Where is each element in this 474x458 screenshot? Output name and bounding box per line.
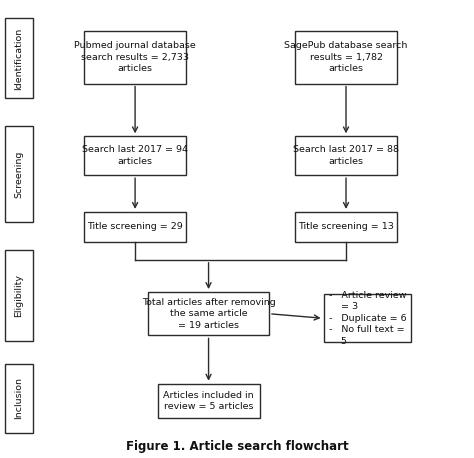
Text: Search last 2017 = 88
articles: Search last 2017 = 88 articles [293, 146, 399, 166]
Bar [5, 364, 33, 433]
Text: Eligibility: Eligibility [15, 274, 23, 317]
Text: Identification: Identification [15, 27, 23, 89]
Bar [295, 31, 397, 83]
Bar [84, 136, 186, 175]
Bar [84, 31, 186, 83]
Bar [5, 126, 33, 222]
Text: Articles included in
review = 5 articles: Articles included in review = 5 articles [163, 391, 254, 411]
Bar [295, 136, 397, 175]
Text: Pubmed journal database
search results = 2,733
articles: Pubmed journal database search results =… [74, 41, 196, 73]
Text: Title screening = 29: Title screening = 29 [87, 222, 183, 231]
Text: Title screening = 13: Title screening = 13 [298, 222, 394, 231]
Text: Search last 2017 = 94
articles: Search last 2017 = 94 articles [82, 146, 188, 166]
Text: Screening: Screening [15, 150, 23, 198]
Text: Total articles after removing
the same article
= 19 articles: Total articles after removing the same a… [142, 298, 275, 330]
Bar [5, 18, 33, 98]
Text: -   Article review
    = 3
-   Duplicate = 6
-   No full text =
    5: - Article review = 3 - Duplicate = 6 - N… [329, 291, 407, 346]
Bar [157, 384, 259, 418]
Bar [295, 212, 397, 242]
Bar [5, 250, 33, 341]
Text: SagePub database search
results = 1,782
articles: SagePub database search results = 1,782 … [284, 41, 408, 73]
Bar [84, 212, 186, 242]
Bar [148, 292, 269, 335]
Bar [323, 294, 411, 343]
Text: Inclusion: Inclusion [15, 377, 23, 420]
Text: Figure 1. Article search flowchart: Figure 1. Article search flowchart [126, 441, 348, 453]
